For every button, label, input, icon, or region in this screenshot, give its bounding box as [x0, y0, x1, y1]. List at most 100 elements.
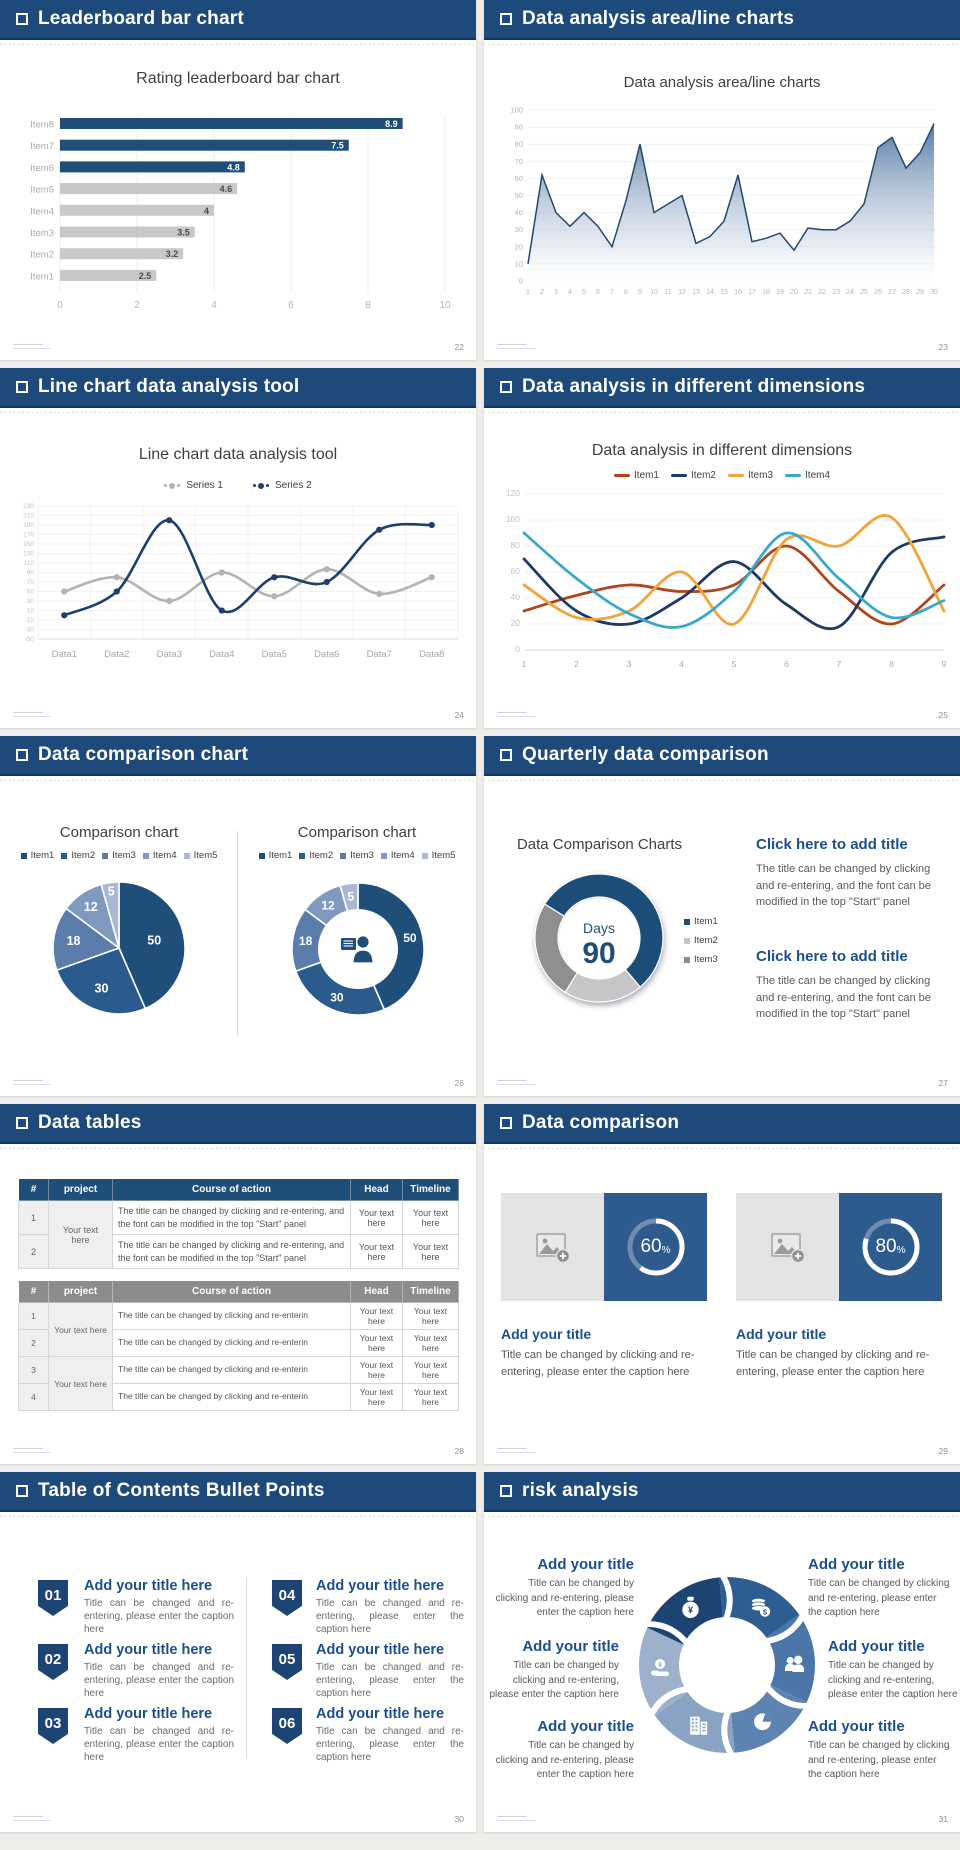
divider: [0, 1516, 476, 1517]
square-bullet-icon: [16, 749, 28, 761]
svg-text:30: 30: [330, 991, 344, 1005]
svg-text:27: 27: [888, 289, 896, 296]
image-placeholder: [736, 1193, 839, 1301]
page-number: 30: [454, 1814, 464, 1824]
pie-legend: Item1 Item2 Item3 Item4 Item5: [0, 850, 238, 861]
legend-item: Item4: [380, 850, 415, 861]
progress-value: 60%: [640, 1236, 671, 1257]
toc-item: Add your title here Title can be changed…: [84, 1706, 234, 1764]
pie-chart-icon: [754, 1713, 771, 1731]
svg-text:8: 8: [889, 659, 894, 669]
progress-ring-80: [862, 1218, 919, 1276]
square-bullet-icon: [16, 13, 28, 25]
progress-value: 80%: [875, 1236, 906, 1257]
svg-text:3.2: 3.2: [166, 249, 179, 259]
svg-text:26: 26: [874, 289, 882, 296]
svg-text:4.8: 4.8: [227, 162, 240, 172]
svg-text:Data2: Data2: [104, 649, 129, 660]
toc-item: Add your title here Title can be changed…: [84, 1642, 234, 1700]
item2-swatch-icon: [299, 852, 306, 859]
chart-legend: Series 1 Series 2: [0, 480, 476, 491]
svg-text:3: 3: [554, 289, 558, 296]
slide-area-line-charts[interactable]: Data analysis area/line charts Data anal…: [484, 0, 960, 360]
svg-text:-10: -10: [25, 617, 35, 624]
card-text: Add your title Title can be changed by c…: [501, 1326, 707, 1380]
chart-title: Line chart data analysis tool: [138, 446, 338, 463]
footer-logo: [13, 1814, 51, 1822]
slide-header-title: Line chart data analysis tool: [38, 376, 300, 397]
svg-text:3.5: 3.5: [177, 228, 190, 238]
svg-text:9: 9: [638, 289, 642, 296]
slide-leaderboard-bar-chart[interactable]: Leaderboard bar chart Rating leaderboard…: [0, 0, 476, 360]
divider: [0, 44, 476, 45]
square-bullet-icon: [500, 1485, 512, 1497]
table-row: 1 Your text here The title can be change…: [18, 1200, 459, 1269]
donut-title: Data Comparison Charts: [516, 836, 683, 853]
slide-line-chart-tool[interactable]: Line chart data analysis tool Line chart…: [0, 368, 476, 728]
pinwheel-diagram: ¥ $ ¥: [632, 1566, 822, 1765]
svg-text:Item6: Item6: [30, 163, 54, 174]
toc-item-caption: Title can be changed and re-entering, pl…: [84, 1726, 234, 1763]
page-number: 28: [454, 1446, 464, 1456]
item3-line-icon: [728, 474, 744, 477]
slide-risk-analysis[interactable]: risk analysis ¥ $ ¥ Add your title Title c…: [484, 1472, 960, 1832]
toc-item: Add your title here Title can be changed…: [84, 1578, 234, 1636]
risk-title: Add your title: [537, 1718, 634, 1735]
svg-text:0: 0: [519, 277, 523, 286]
svg-text:80: 80: [511, 540, 521, 550]
slide-data-comparison-cards[interactable]: Data comparison 6: [484, 1104, 960, 1464]
square-bullet-icon: [500, 1117, 512, 1129]
item1-swatch-icon: [258, 852, 265, 859]
toc-item-caption: Title can be changed and re-entering, pl…: [316, 1726, 464, 1763]
risk-caption: Title can be changed by clicking and re-…: [495, 1740, 634, 1780]
item3-swatch-icon: [340, 852, 347, 859]
svg-text:20: 20: [790, 289, 798, 296]
slide-header-title: Data tables: [38, 1112, 142, 1133]
legend-item: Item3: [684, 954, 718, 965]
page-number: 24: [454, 710, 464, 720]
svg-text:Data8: Data8: [419, 649, 444, 660]
slide-header-title: Table of Contents Bullet Points: [38, 1480, 325, 1501]
footer-logo: [497, 710, 535, 718]
slide-dimensions-line-chart[interactable]: Data analysis in different dimensions Da…: [484, 368, 960, 728]
slide-data-comparison-chart[interactable]: Data comparison chart Comparison chart C…: [0, 736, 476, 1096]
toc-number-badge: 03: [38, 1708, 68, 1744]
risk-title: Add your title: [537, 1556, 634, 1573]
svg-text:150: 150: [23, 541, 34, 548]
square-bullet-icon: [500, 381, 512, 393]
toc-item-caption: Title can be changed and re-entering, pl…: [84, 1662, 234, 1699]
footer-logo: [497, 342, 535, 350]
svg-text:40: 40: [511, 592, 521, 602]
block-body: The title can be changed by clicking and…: [756, 975, 931, 1020]
pie-title: Comparison chart: [59, 824, 179, 841]
slide-data-tables[interactable]: Data tables # project Course of action H…: [0, 1104, 476, 1464]
toc-item-caption: Title can be changed and re-entering, pl…: [316, 1662, 464, 1699]
vertical-divider: [237, 831, 238, 1036]
slide-quarterly-data-comparison[interactable]: Quarterly data comparison Data Compariso…: [484, 736, 960, 1096]
svg-text:230: 230: [23, 503, 34, 510]
divider: [484, 412, 960, 413]
svg-text:21: 21: [804, 289, 812, 296]
svg-text:24: 24: [846, 289, 854, 296]
col-head: Head: [350, 1178, 403, 1201]
divider: [484, 780, 960, 781]
legend-item: Item2: [61, 850, 95, 861]
item4-line-icon: [785, 474, 802, 477]
item2-line-icon: [670, 474, 687, 477]
svg-text:6: 6: [288, 300, 294, 311]
slide-header: Leaderboard bar chart: [0, 0, 476, 40]
bar-chart: 0 2 4 6 8 10 8.9 Item8 7.5 Item7 4.8 Item6 4.6 Item5 4…: [13, 116, 463, 319]
slide-toc-bullet-points[interactable]: Table of Contents Bullet Points 30 01 Ad…: [0, 1472, 476, 1832]
divider: [0, 1148, 476, 1149]
comparison-card: 80%: [736, 1193, 942, 1301]
svg-text:1: 1: [526, 289, 530, 296]
legend-item: Item2: [684, 935, 718, 946]
svg-text:4: 4: [568, 289, 572, 296]
slide-header: Table of Contents Bullet Points: [0, 1472, 476, 1512]
table-row: 1 Your text here The title can be change…: [18, 1302, 459, 1357]
coins-icon: $: [751, 1598, 771, 1617]
svg-text:Data3: Data3: [157, 649, 182, 660]
svg-text:170: 170: [23, 532, 34, 539]
legend-item: Item3: [728, 470, 773, 481]
risk-title: Add your title: [522, 1638, 619, 1655]
